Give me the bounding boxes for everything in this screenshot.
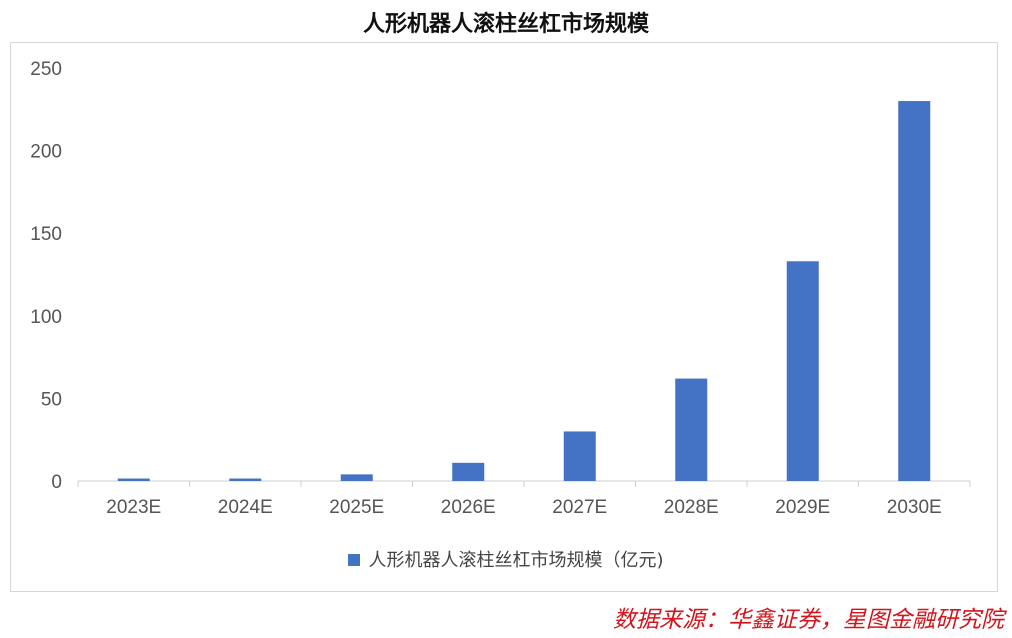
legend-swatch: [348, 554, 361, 566]
x-tick-label: 2026E: [441, 497, 496, 518]
bar-2029E: [786, 261, 819, 481]
y-axis: 0 50 100 150 200 250: [30, 59, 62, 493]
y-tick-label: 0: [51, 472, 62, 493]
x-tick-label: 2023E: [106, 497, 161, 518]
bar-2026E: [452, 462, 485, 481]
legend-label: 人形机器人滚柱丝杠市场规模（亿元): [368, 550, 664, 571]
bar-2025E: [340, 474, 373, 481]
bar-2028E: [675, 378, 708, 481]
y-tick-label: 100: [30, 307, 62, 328]
x-tick-label: 2028E: [664, 497, 719, 518]
y-tick-label: 200: [30, 142, 62, 163]
bars: [117, 101, 931, 481]
y-tick-label: 150: [30, 224, 62, 245]
legend: 人形机器人滚柱丝杠市场规模（亿元): [0, 546, 1012, 572]
x-tick-label: 2029E: [775, 497, 830, 518]
bar-2024E: [229, 478, 262, 481]
y-tick-label: 250: [30, 59, 62, 80]
x-axis: 2023E 2024E 2025E 2026E 2027E 2028E 2029E 2030E: [77, 481, 971, 518]
bar-2023E: [117, 478, 150, 481]
x-tick-label: 2025E: [329, 497, 384, 518]
bar-2030E: [898, 101, 931, 481]
y-tick-label: 50: [41, 389, 62, 410]
x-tick-label: 2024E: [218, 497, 273, 518]
x-tick-label: 2030E: [887, 497, 942, 518]
chart-title: 人形机器人滚柱丝杠市场规模: [362, 12, 649, 37]
x-tick-label: 2027E: [552, 497, 607, 518]
bar-2027E: [563, 431, 596, 481]
source-note: 数据来源：华鑫证券，星图金融研究院: [613, 607, 1004, 633]
chart-frame: [10, 42, 998, 592]
